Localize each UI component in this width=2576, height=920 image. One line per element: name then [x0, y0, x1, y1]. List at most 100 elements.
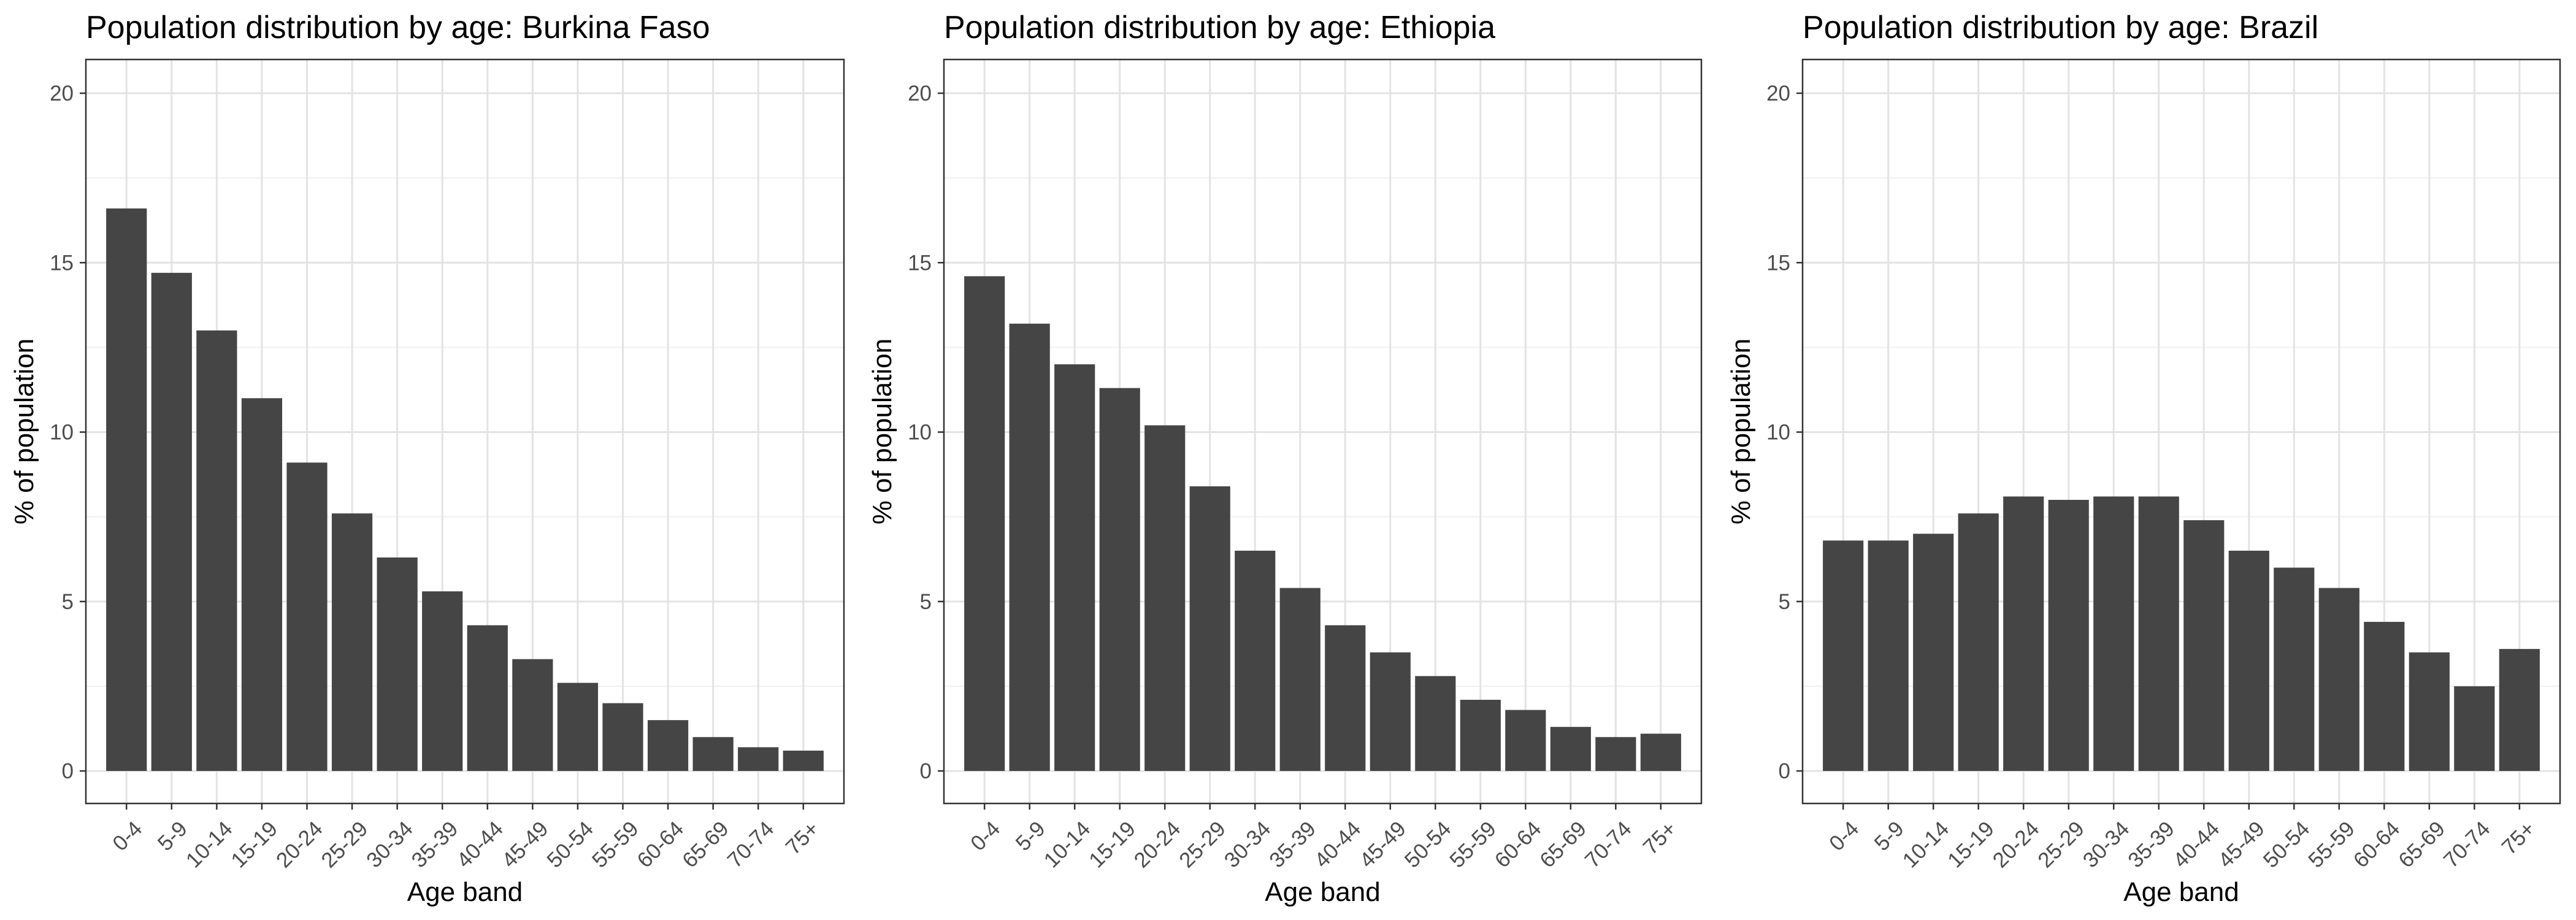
x-axis-title: Age band	[1265, 877, 1380, 907]
x-tick-label: 15-19	[1084, 817, 1140, 873]
bar-75+	[2499, 649, 2540, 771]
x-tick-label: 20-24	[272, 817, 328, 873]
x-tick-label: 40-44	[2169, 817, 2225, 873]
bar-30-34	[2093, 496, 2134, 771]
y-tick-label: 0	[1779, 759, 1790, 783]
chart-panel-2: 0 5 10 15 20 0-4 5-910-1415-1920-2425-2930-343…	[867, 10, 1703, 907]
bar-35-39	[1279, 588, 1321, 771]
x-tick-label: 55-59	[588, 817, 643, 873]
bar-40-44	[467, 625, 508, 771]
bar-55-59	[1460, 699, 1501, 771]
bar-65-69	[692, 737, 734, 771]
chart-title: Population distribution by age: Brazil	[1803, 10, 2318, 45]
bar-35-39	[422, 591, 463, 771]
x-tick-label: 15-19	[1943, 817, 1999, 873]
x-tick-label: 75+	[781, 817, 824, 860]
x-tick-label: 35-39	[1265, 817, 1321, 873]
bar-60-64	[647, 720, 689, 771]
y-axis-title: % of population	[867, 339, 897, 524]
bar-50-54	[2274, 567, 2315, 771]
x-tick-label: 55-59	[1445, 817, 1501, 873]
x-tick-label: 10-14	[1898, 817, 1953, 873]
bar-65-69	[2409, 652, 2450, 771]
bar-60-64	[1505, 710, 1546, 771]
y-tick-label: 10	[1766, 421, 1790, 445]
bar-10-14	[1054, 364, 1095, 771]
x-tick-label: 0-4	[966, 817, 1005, 856]
bar-20-24	[2003, 496, 2044, 771]
x-tick-label: 10-14	[1039, 817, 1095, 873]
x-tick-label: 5-9	[153, 817, 192, 856]
chart-panel-1: 0 5 10 15 20 0-4 5-910-1415-1920-2425-2930-343…	[9, 10, 845, 907]
x-tick-label: 55-59	[2304, 817, 2359, 873]
bar-10-14	[1913, 534, 1954, 771]
x-tick-label: 65-69	[2394, 817, 2450, 873]
bar-25-29	[2048, 500, 2089, 771]
bar-15-19	[1099, 388, 1140, 771]
bar-25-29	[331, 513, 373, 771]
y-tick-label: 0	[62, 759, 74, 783]
y-tick-label: 10	[908, 421, 932, 445]
bar-5-9	[1868, 540, 1909, 771]
x-tick-label: 30-34	[2079, 817, 2134, 873]
bar-10-14	[196, 330, 237, 771]
y-tick-label: 20	[1766, 82, 1790, 105]
y-axis-title: % of population	[1726, 339, 1756, 524]
x-tick-label: 15-19	[226, 817, 282, 873]
x-tick-label: 50-54	[2259, 817, 2315, 873]
y-axis-title: % of population	[9, 339, 39, 524]
bar-50-54	[557, 683, 599, 771]
x-tick-label: 65-69	[1535, 817, 1591, 873]
bar-45-49	[1370, 652, 1411, 771]
x-tick-label: 10-14	[182, 817, 237, 873]
bar-50-54	[1415, 676, 1456, 771]
x-tick-label: 75+	[1638, 817, 1681, 860]
x-tick-label: 25-29	[2033, 817, 2089, 873]
x-tick-label: 30-34	[362, 817, 418, 873]
bar-70-74	[738, 747, 779, 771]
x-tick-label: 70-74	[1581, 817, 1636, 873]
bar-0-4	[106, 208, 147, 772]
bar-70-74	[2454, 686, 2495, 771]
bar-45-49	[512, 659, 553, 771]
x-tick-label: 70-74	[723, 817, 779, 873]
x-tick-label: 45-49	[1355, 817, 1411, 873]
bar-55-59	[602, 703, 643, 771]
y-tick-label: 5	[62, 590, 74, 614]
bar-75+	[783, 750, 824, 771]
x-tick-label: 5-9	[1870, 817, 1909, 856]
y-tick-label: 10	[50, 421, 74, 445]
y-tick-label: 15	[50, 251, 74, 275]
y-tick-label: 20	[908, 82, 932, 105]
y-tick-label: 5	[920, 590, 932, 614]
y-tick-label: 15	[1766, 251, 1790, 275]
x-tick-label: 50-54	[542, 817, 598, 873]
bar-0-4	[1823, 540, 1864, 771]
x-tick-label: 35-39	[2123, 817, 2179, 873]
x-tick-label: 30-34	[1220, 817, 1276, 873]
x-tick-label: 50-54	[1400, 817, 1456, 873]
bar-75+	[1640, 734, 1681, 771]
x-tick-label: 20-24	[1130, 817, 1186, 873]
chart-panel-3: 0 5 10 15 20 0-4 5-910-1415-1920-2425-2930-343…	[1726, 10, 2561, 907]
bar-35-39	[2138, 496, 2179, 771]
bar-25-29	[1189, 486, 1230, 771]
x-tick-label: 0-4	[108, 817, 147, 856]
y-tick-label: 20	[50, 82, 74, 105]
x-tick-label: 40-44	[1310, 817, 1366, 873]
bar-30-34	[377, 557, 418, 771]
y-tick-label: 5	[1779, 590, 1790, 614]
chart-title: Population distribution by age: Burkina …	[86, 10, 710, 45]
bar-20-24	[1144, 425, 1186, 771]
x-tick-label: 45-49	[497, 817, 553, 873]
x-tick-label: 60-64	[1490, 817, 1546, 873]
bar-45-49	[2228, 550, 2269, 771]
bar-65-69	[1550, 727, 1591, 771]
bar-55-59	[2318, 588, 2359, 771]
x-axis-title: Age band	[2123, 877, 2239, 907]
x-tick-label: 25-29	[1175, 817, 1230, 873]
x-tick-label: 35-39	[407, 817, 463, 873]
bar-60-64	[2364, 621, 2405, 771]
x-tick-label: 75+	[2497, 817, 2540, 860]
